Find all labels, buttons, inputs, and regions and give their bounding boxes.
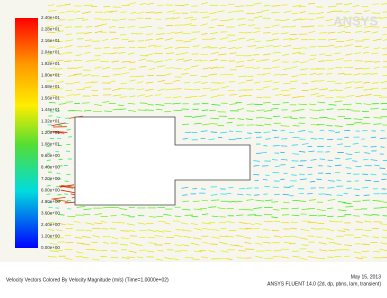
colorbar-label: 3.60e+00 [41,211,60,216]
logo: ANSYS [333,13,378,28]
colorbar-labels: 2.40e+01 2.28e+01 2.16e+01 2.04e+01 1.92e+01… [41,15,60,250]
colorbar-label: 7.20e+00 [41,176,60,181]
colorbar-label: 1.92e+01 [41,61,60,66]
colorbar-label: 1.20e+00 [41,234,60,239]
colorbar-label: 6.00e+00 [41,188,60,193]
vector [56,117,60,118]
colorbar-label: 1.56e+01 [41,96,60,101]
colorbar-label: 2.40e+00 [41,222,60,227]
colorbar-label: 1.80e+01 [41,73,60,78]
colorbar-label: 4.80e+00 [41,199,60,204]
colorbar-label: 1.68e+01 [41,84,60,89]
solver-info: ANSYS FLUENT 14.0 (2d, dp, pbns, lam, tr… [267,281,381,287]
colorbar-label: 1.20e+01 [41,130,60,135]
colorbar-label: 8.40e+00 [41,165,60,170]
colorbar-label: 1.08e+01 [41,142,60,147]
colorbar-label: 9.60e+00 [41,153,60,158]
colorbar-label: 1.32e+01 [41,119,60,124]
colorbar-label: 2.04e+01 [41,50,60,55]
caption: Velocity Vectors Colored By Velocity Mag… [6,277,169,283]
colorbar-label: 2.16e+01 [41,38,60,43]
screenshot: ANSYS 2.40e+01 2.28e+01 2.16e+01 2.04e+01 1.… [0,0,387,293]
date: May 15, 2013 [351,274,382,280]
colorbar-label: 0.00e+00 [41,245,60,250]
colorbar [15,18,38,248]
colorbar-label: 2.28e+01 [41,27,60,32]
colorbar-label: 2.40e+01 [41,15,60,20]
colorbar-label: 1.44e+01 [41,107,60,112]
